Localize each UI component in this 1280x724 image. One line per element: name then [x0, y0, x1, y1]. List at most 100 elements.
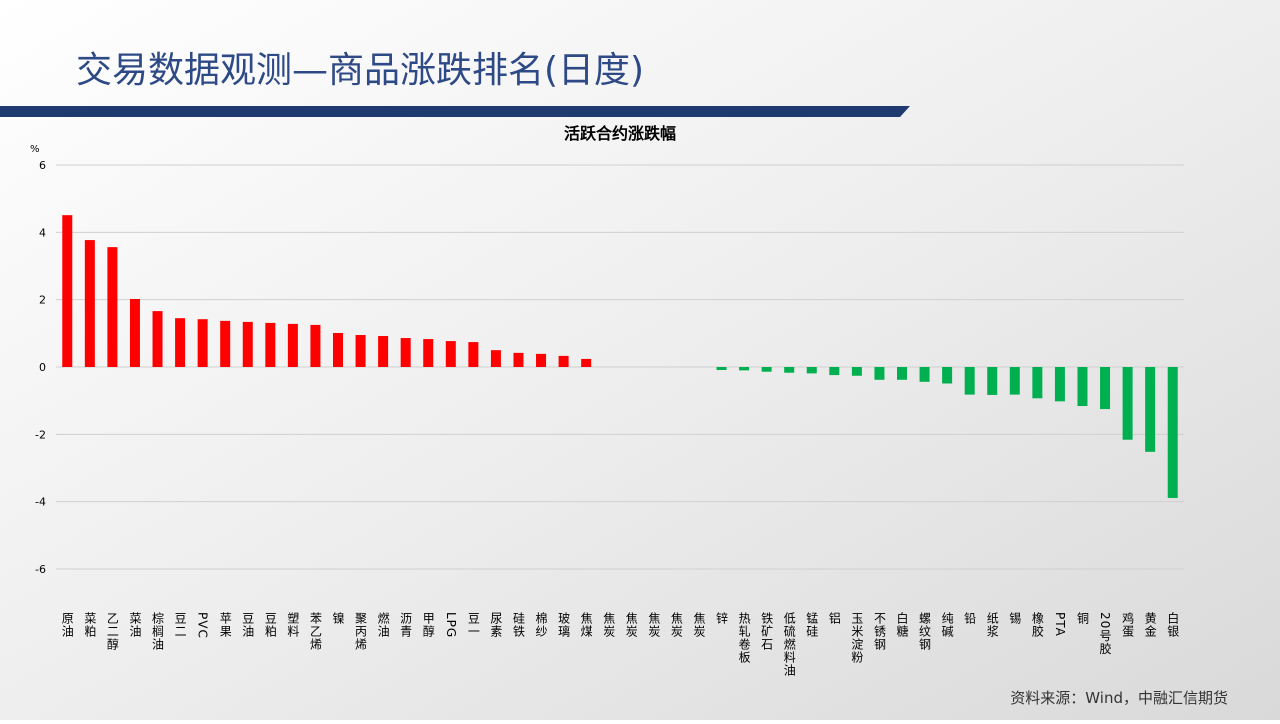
- x-tick-label: 豆油: [241, 612, 255, 638]
- x-tick-label: 苯乙烯: [308, 612, 322, 651]
- x-tick-label: 燃油: [376, 611, 390, 638]
- bar: [333, 332, 343, 367]
- bar: [468, 342, 479, 367]
- x-tick-label: 焦炭: [647, 612, 661, 638]
- bar: [1077, 367, 1088, 407]
- chart-title: 活跃合约涨跌幅: [564, 124, 676, 143]
- y-tick-label: -2: [35, 428, 46, 441]
- bar: [942, 367, 953, 384]
- x-tick-label: 铝: [827, 611, 841, 625]
- bar: [310, 324, 321, 367]
- slide-title: 交易数据观测—商品涨跌排名(日度): [76, 50, 644, 91]
- x-tick-label: PTA: [1053, 612, 1067, 637]
- bar: [1167, 367, 1178, 498]
- bar: [1122, 367, 1133, 440]
- x-tick-label: 焦炭: [692, 612, 706, 638]
- bar: [964, 367, 975, 395]
- x-tick-label: 低硫燃料油: [782, 612, 796, 677]
- x-tick-label: 铜: [1075, 611, 1089, 625]
- bar: [716, 367, 727, 371]
- bar: [558, 355, 569, 367]
- x-tick-label: 苹果: [218, 612, 232, 638]
- bar: [851, 367, 862, 376]
- bar: [400, 338, 411, 367]
- x-tick-label: 锰硅: [805, 611, 819, 638]
- x-tick-label: 锌: [715, 612, 729, 625]
- bar: [919, 367, 930, 382]
- x-tick-label: 沥青: [399, 612, 413, 638]
- x-tick-label: 乙二醇: [105, 612, 119, 651]
- x-tick-label: 菜粕: [83, 612, 97, 638]
- source: 资料来源：Wind，中融汇信期货: [1010, 689, 1228, 707]
- x-tick-label: 豆粕: [263, 612, 277, 638]
- x-tick-label: 不锈钢: [872, 612, 886, 651]
- x-tick-label: 铅: [963, 612, 977, 625]
- x-tick-label: 锡: [1008, 611, 1022, 625]
- bar: [897, 367, 907, 380]
- bar: [84, 240, 95, 367]
- bar: [423, 339, 434, 367]
- bar: [129, 298, 140, 367]
- y-axis-label: %: [30, 144, 40, 155]
- x-tick-label: 豆二: [173, 612, 187, 638]
- x-tick-label: 聚丙烯: [354, 612, 368, 651]
- x-tick-label: 橡胶: [1030, 612, 1044, 638]
- y-tick-label: 0: [39, 361, 46, 374]
- y-tick-label: -4: [35, 496, 46, 509]
- x-tick-label: 纯碱: [940, 612, 954, 638]
- bar: [490, 350, 501, 367]
- x-tick-label: 黄金: [1143, 612, 1157, 638]
- x-tick-label: 玉米淀粉: [850, 612, 864, 664]
- x-tick-label: 豆一: [466, 612, 480, 638]
- y-tick-label: 4: [39, 226, 46, 239]
- bar: [581, 358, 592, 367]
- x-tick-label: 甲醇: [421, 612, 435, 638]
- bar: [355, 335, 366, 367]
- bar: [197, 319, 208, 367]
- bar: [378, 336, 389, 367]
- x-tick-label: 棉纱: [534, 612, 548, 638]
- x-tick-label: 棕榈油: [151, 611, 165, 651]
- bar: [1145, 367, 1156, 452]
- x-tick-label: 20号胶: [1098, 612, 1112, 655]
- bar: [536, 353, 547, 367]
- x-tick-label: 白糖: [895, 611, 909, 638]
- y-tick-label: -6: [35, 563, 46, 576]
- bar: [987, 367, 998, 395]
- x-tick-label: 焦炭: [602, 612, 616, 638]
- x-tick-label: 原油: [60, 612, 74, 638]
- bar: [874, 367, 885, 380]
- x-tick-label: 螺纹钢: [918, 612, 932, 651]
- x-tick-label: 焦煤: [579, 612, 593, 638]
- bar: [1054, 367, 1065, 402]
- bar: [220, 320, 231, 367]
- title-band: [0, 106, 910, 117]
- x-tick-label: 菜油: [128, 612, 142, 638]
- x-tick-label: 硅铁: [511, 612, 525, 638]
- x-tick-label: LPG: [444, 612, 458, 638]
- bar: [1032, 367, 1043, 399]
- bar: [62, 215, 73, 367]
- bar: [265, 322, 276, 367]
- y-tick-label: 2: [39, 294, 46, 307]
- x-tick-label: 焦炭: [624, 612, 638, 638]
- bar: [761, 367, 772, 372]
- bar: [175, 318, 186, 367]
- bar: [806, 367, 817, 374]
- x-tick-label: 白银: [1166, 611, 1180, 638]
- bar: [784, 367, 795, 373]
- bar: [152, 311, 163, 367]
- x-tick-label: 尿素: [489, 612, 503, 638]
- x-tick-label: 纸浆: [985, 612, 999, 638]
- bar: [107, 247, 118, 367]
- bar: [513, 352, 524, 367]
- bar: [287, 323, 298, 367]
- bar: [445, 341, 456, 367]
- x-tick-label: 塑料: [286, 611, 300, 638]
- bar: [242, 321, 253, 367]
- x-tick-label: PVC: [196, 612, 210, 639]
- bar: [829, 367, 840, 376]
